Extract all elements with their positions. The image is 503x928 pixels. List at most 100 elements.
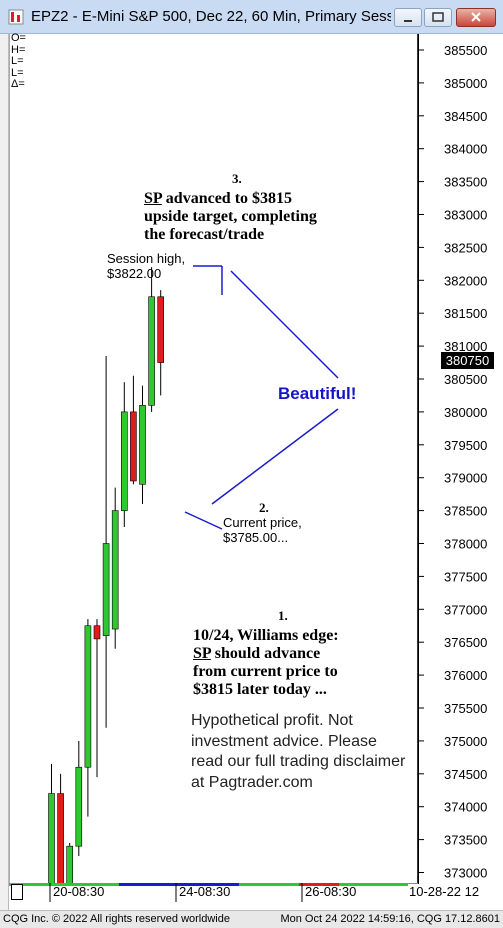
minimize-icon	[404, 20, 412, 22]
annotation-3-number: 3.	[232, 171, 242, 186]
copyright-text: CQG Inc. © 2022 All rights reserved worl…	[3, 913, 230, 925]
price-tick-label: 378500	[444, 504, 487, 519]
close-button[interactable]	[456, 8, 496, 27]
price-tick-label: 373000	[444, 866, 487, 881]
disclaimer-line-3: read our full trading disclaimer	[191, 753, 406, 770]
beautiful-label: Beautiful!	[278, 384, 357, 403]
annotation-2-number: 2.	[259, 500, 269, 515]
window-title-bar[interactable]: EPZ2 - E-Mini S&P 500, Dec 22, 60 Min, P…	[0, 0, 503, 34]
annotation-edge-line-3: from current price to	[193, 663, 338, 680]
candle-body	[157, 296, 164, 363]
price-tick-label: 375000	[444, 734, 487, 749]
candle	[102, 355, 110, 728]
annotation-target: SP advanced to $3815 upside target, comp…	[144, 190, 317, 244]
ohlc-last-label: L=	[11, 66, 24, 79]
disclaimer-line-1: Hypothetical profit. Not	[191, 712, 353, 729]
candle	[57, 773, 64, 893]
price-axis-ticks: 385500 385000 384500 384000 383500 383000 3825…	[419, 43, 487, 881]
annotation-target-rest: advanced to $3815	[161, 190, 293, 207]
price-tick-label: 384000	[444, 142, 487, 157]
window-title: EPZ2 - E-Mini S&P 500, Dec 22, 60 Min, P…	[31, 8, 391, 25]
timestamp-text: Mon Oct 24 2022 14:59:16, CQG 17.12.8601	[280, 913, 500, 925]
candle-body	[111, 510, 119, 630]
disclaimer-text: Hypothetical profit. Not investment advi…	[191, 711, 405, 793]
annotation-target-line-3: the forecast/trade	[144, 226, 265, 243]
session-high-note: Session high, $3822.00	[107, 251, 185, 281]
candle-body	[48, 793, 55, 893]
price-tick-label: 378000	[444, 537, 487, 552]
annotation-target-line-1: SP advanced to $3815	[144, 190, 293, 207]
ohlc-open-label: O=	[11, 32, 26, 44]
ohlc-readout: O= H= L= L= Δ=	[11, 32, 26, 91]
candle	[48, 763, 55, 893]
annotation-edge: 10/24, Williams edge: SP should advance …	[193, 627, 339, 699]
ohlc-low-label: L=	[11, 55, 24, 67]
candle-body	[139, 405, 146, 485]
candle-body	[57, 793, 64, 890]
annotation-edge-line-4: $3815 later today ...	[193, 681, 327, 698]
ohlc-change-label: Δ=	[11, 78, 25, 90]
price-axis[interactable]: 385500 385000 384500 384000 383500 383000 3825…	[418, 34, 503, 885]
price-tick-label: 377000	[444, 602, 487, 617]
candle-body	[148, 296, 155, 406]
session-high-line-1: Session high,	[107, 251, 186, 266]
cqg-chart-icon	[8, 9, 24, 25]
date-readout: 10-28-22 12	[408, 884, 503, 902]
annotation-edge-line-2: SP should advance	[193, 645, 321, 662]
annotation-edge-line-2-rest: should advance	[210, 645, 321, 662]
annotation-edge-line-1: 10/24, Williams edge:	[193, 627, 339, 644]
candlestick-plot	[48, 267, 164, 893]
disclaimer-line-4: at Pagtrader.com	[191, 773, 313, 791]
time-axis-bar	[9, 883, 418, 886]
candle-body	[130, 411, 137, 482]
candle	[139, 385, 146, 505]
close-icon	[471, 12, 481, 22]
candle	[75, 740, 83, 857]
price-tick-label: 377500	[444, 569, 487, 584]
price-tick-label: 379500	[444, 438, 487, 453]
price-tick-label: 385500	[444, 43, 487, 58]
price-tick-label: 375500	[444, 701, 487, 716]
candle	[93, 619, 101, 778]
price-tick-label: 379000	[444, 471, 487, 486]
time-label-1: 20-08:30	[53, 884, 105, 899]
time-axis-separators	[49, 883, 303, 902]
status-bar: CQG Inc. © 2022 All rights reserved worl…	[0, 910, 503, 928]
left-gutter	[0, 34, 9, 910]
price-tick-label: 374000	[444, 800, 487, 815]
scroll-handle[interactable]	[11, 884, 23, 900]
price-tick-label: 376000	[444, 668, 487, 683]
candle	[157, 290, 164, 396]
price-tick-label: 382500	[444, 240, 487, 255]
price-tick-label: 385000	[444, 76, 487, 91]
price-tick-label: 383000	[444, 208, 487, 223]
current-price-line-1: Current price,	[223, 515, 302, 530]
price-tick-label: 374500	[444, 767, 487, 782]
candle-body	[102, 543, 110, 636]
current-price-note: Current price, $3785.00...	[223, 515, 302, 545]
candle-body	[121, 411, 128, 511]
candle	[84, 619, 92, 817]
minimize-button[interactable]	[394, 8, 422, 27]
price-tick-label: 381000	[444, 339, 487, 354]
price-tick-label: 380000	[444, 405, 487, 420]
candle	[111, 487, 119, 649]
candle	[121, 382, 128, 528]
current-price-line-2: $3785.00...	[223, 530, 289, 545]
maximize-icon	[432, 12, 444, 22]
ohlc-high-label: H=	[11, 43, 26, 56]
candle-body	[84, 625, 92, 768]
annotation-target-line-2: upside target, completing	[144, 208, 317, 225]
price-tick-label: 376500	[444, 635, 487, 650]
time-label-3: 26-08:30	[305, 884, 357, 899]
annotation-1-number: 1.	[278, 608, 288, 623]
candle	[130, 375, 137, 485]
price-tick-label: 384500	[444, 109, 487, 124]
disclaimer-line-2: investment advice. Please	[191, 732, 377, 750]
candle-body	[75, 766, 83, 847]
maximize-button[interactable]	[424, 8, 452, 27]
price-tick-label: 381500	[444, 306, 487, 321]
date-readout-text: 10-28-22 12	[409, 884, 480, 899]
candle-body	[93, 625, 101, 640]
price-tick-label: 382000	[444, 273, 487, 288]
